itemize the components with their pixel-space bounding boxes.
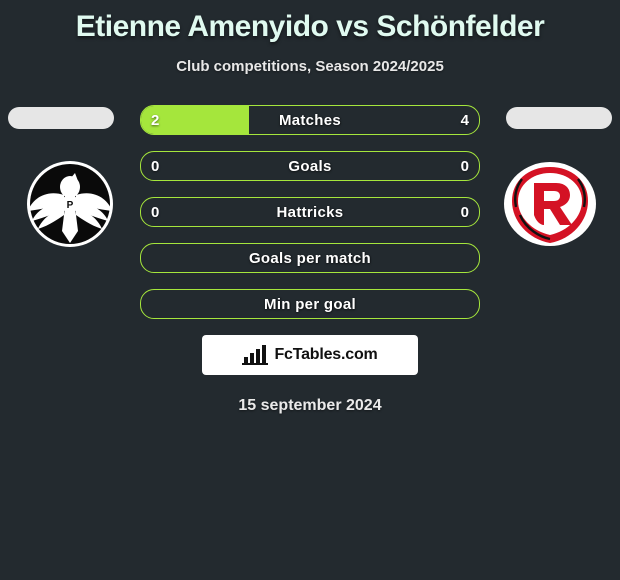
player-pill-right bbox=[506, 107, 612, 129]
stat-val-right: 0 bbox=[461, 152, 469, 180]
stat-row-matches: 2 Matches 4 bbox=[140, 105, 480, 135]
stat-row-goals: 0 Goals 0 bbox=[140, 151, 480, 181]
stat-label: Goals per match bbox=[141, 244, 479, 272]
stat-row-gpm: Goals per match bbox=[140, 243, 480, 273]
stat-val-right: 0 bbox=[461, 198, 469, 226]
watermark-text: FcTables.com bbox=[274, 346, 377, 364]
stats-bars: 2 Matches 4 0 Goals 0 0 Hattricks 0 Goal… bbox=[140, 105, 480, 319]
stat-label: Min per goal bbox=[141, 290, 479, 318]
stat-label: Goals bbox=[141, 152, 479, 180]
page-title: Etienne Amenyido vs Schönfelder bbox=[0, 0, 620, 44]
shield-r-crest-icon bbox=[500, 159, 600, 249]
team-crest-right bbox=[500, 159, 600, 249]
svg-text:P: P bbox=[67, 200, 74, 211]
date-label: 15 september 2024 bbox=[0, 397, 620, 415]
stat-label: Matches bbox=[141, 106, 479, 134]
stat-row-mpg: Min per goal bbox=[140, 289, 480, 319]
player-pill-left bbox=[8, 107, 114, 129]
team-crest-left: P bbox=[20, 159, 120, 249]
stat-label: Hattricks bbox=[141, 198, 479, 226]
stat-row-hattricks: 0 Hattricks 0 bbox=[140, 197, 480, 227]
watermark-box: FcTables.com bbox=[202, 335, 418, 375]
stat-val-right: 4 bbox=[461, 106, 469, 134]
bars-icon bbox=[242, 345, 268, 365]
page-subtitle: Club competitions, Season 2024/2025 bbox=[0, 58, 620, 75]
comparison-stage: P 2 Matches 4 0 Goals 0 bbox=[0, 105, 620, 415]
eagle-crest-icon: P bbox=[20, 159, 120, 249]
